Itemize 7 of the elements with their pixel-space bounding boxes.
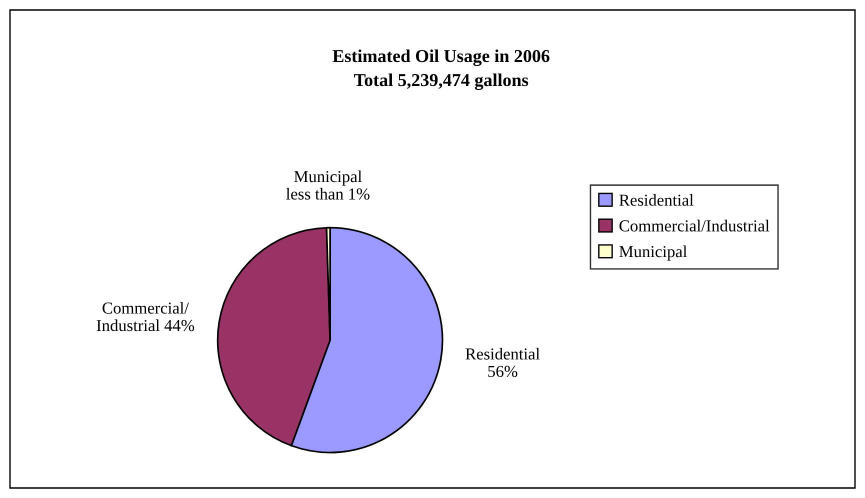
data-label: Commercial/ Industrial 44% [96,302,194,332]
chart-title: Estimated Oil Usage in 2006 Total 5,239,474 gallons [332,49,550,90]
data-label: Residential 56% [466,348,540,378]
legend-label: Residential [619,194,694,206]
legend-label: Municipal [619,245,687,261]
legend-label: Commercial/Industrial [619,220,770,232]
data-label: Municipal less than 1% [286,170,370,200]
